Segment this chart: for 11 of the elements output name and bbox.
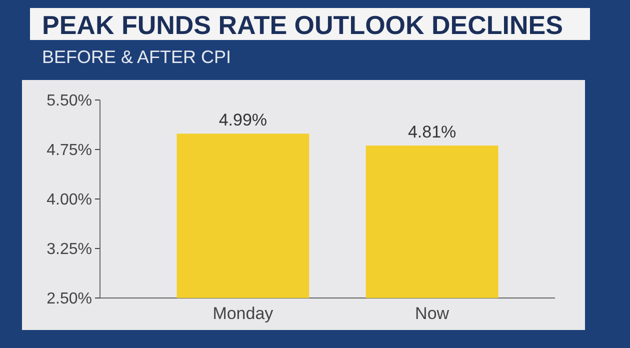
chart-title: PEAK FUNDS RATE OUTLOOK DECLINES [42,10,563,40]
y-tick-label: 4.75% [46,142,92,160]
y-tick-label: 4.00% [46,192,92,209]
data-label: 4.99% [218,110,268,130]
y-tick-label: 3.25% [46,241,92,258]
y-tick-label: 2.50% [46,290,92,308]
y-tick-label: 5.50% [46,92,92,110]
x-tick-label: Monday [212,304,274,323]
x-tick-label: Now [415,304,450,323]
data-label: 4.81% [408,122,456,142]
chart-subtitle: BEFORE & AFTER CPI [42,47,232,67]
